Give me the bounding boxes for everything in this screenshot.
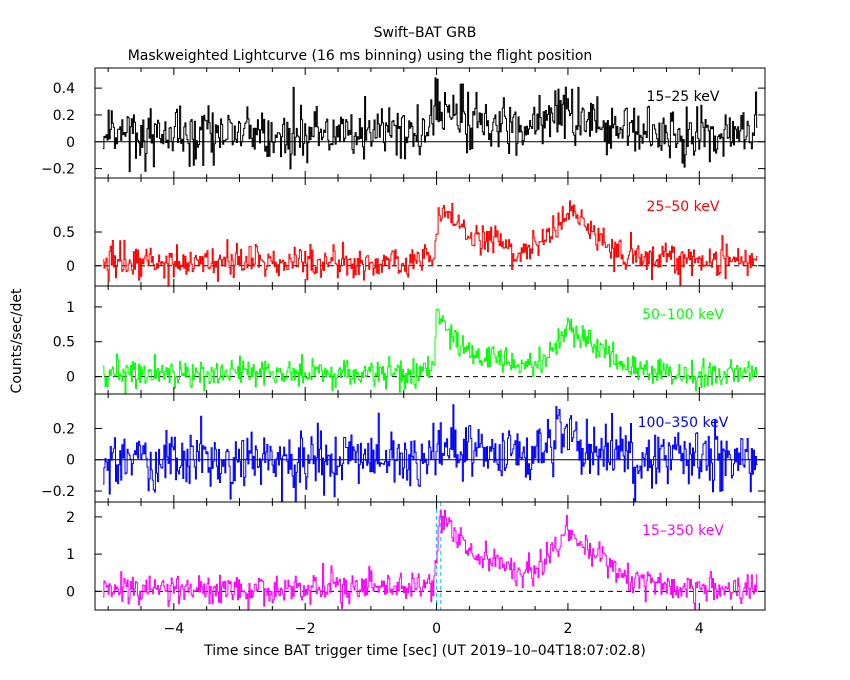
chart-subtitle: Maskweighted Lightcurve (16 ms binning) … — [128, 48, 593, 64]
x-tick-label: −2 — [295, 621, 316, 637]
y-tick-label: 1 — [66, 547, 75, 563]
lightcurve-series — [102, 308, 758, 394]
x-tick-label: 4 — [695, 621, 704, 637]
y-tick-label: 1 — [66, 300, 75, 316]
band-label: 15–25 keV — [647, 89, 720, 105]
y-tick-label: 0.2 — [53, 421, 75, 437]
band-label: 25–50 keV — [647, 199, 720, 215]
y-tick-label: 2 — [66, 510, 75, 526]
y-tick-label: 0.5 — [53, 335, 75, 351]
x-axis-label: Time since BAT trigger time [sec] (UT 20… — [203, 643, 646, 659]
y-tick-label: 0.2 — [53, 108, 75, 124]
panel-frame — [94, 177, 766, 287]
lightcurve-series — [102, 77, 758, 173]
y-tick-label: 0.5 — [53, 225, 75, 241]
y-tick-label: −0.2 — [41, 484, 75, 500]
lightcurve-series — [102, 510, 758, 610]
lightcurve-series — [102, 404, 758, 502]
x-tick-label: 0 — [432, 621, 441, 637]
band-label: 50–100 keV — [642, 307, 724, 323]
lightcurve-series — [102, 200, 758, 286]
y-tick-label: 0 — [66, 584, 75, 600]
y-tick-label: −0.2 — [41, 162, 75, 178]
y-tick-label: 0 — [66, 259, 75, 275]
y-tick-label: 0 — [66, 453, 75, 469]
band-label: 15–350 keV — [642, 523, 724, 539]
panel-frame — [94, 501, 766, 611]
y-tick-label: 0 — [66, 135, 75, 151]
x-tick-label: 2 — [563, 621, 572, 637]
y-axis-label: Counts/sec/det — [9, 288, 25, 393]
chart-title: Swift–BAT GRB — [374, 25, 477, 41]
y-tick-label: 0 — [66, 370, 75, 386]
x-tick-label: −4 — [164, 621, 185, 637]
panels-group: −0.2 0 0.2 0.4 15–25 keV 0 0.5 25–50 keV 0 0.5 1 50… — [41, 67, 766, 637]
band-label: 100–350 keV — [638, 415, 729, 431]
y-tick-label: 0.4 — [53, 81, 75, 97]
